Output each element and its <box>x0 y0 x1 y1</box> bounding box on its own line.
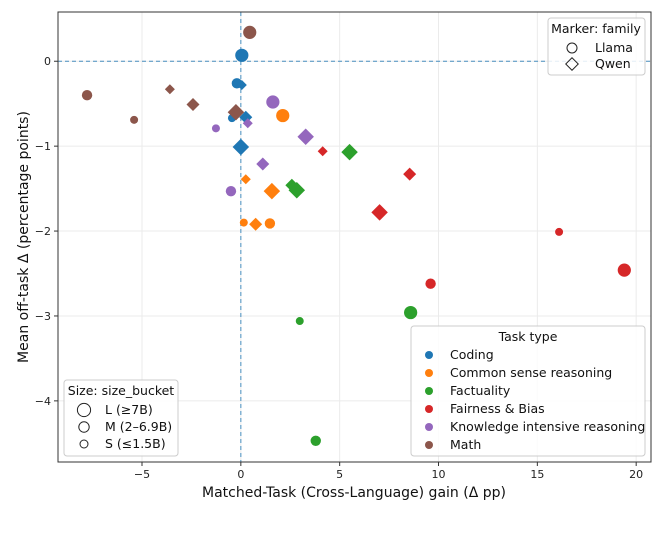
y-tick-label: −4 <box>35 395 51 408</box>
size-legend-title: Size: size_bucket <box>68 383 175 398</box>
task-type-legend-marker <box>425 423 433 431</box>
data-point <box>243 25 257 39</box>
data-point <box>297 128 314 146</box>
data-point <box>130 115 139 124</box>
x-tick-label: −5 <box>134 468 150 481</box>
marker-legend <box>547 17 646 76</box>
data-point <box>288 182 306 199</box>
task-type-legend-label: Knowledge intensive reasoning <box>450 419 645 434</box>
data-point <box>211 124 220 133</box>
data-point <box>236 80 247 91</box>
x-tick-label: 5 <box>336 468 343 481</box>
data-point <box>263 182 281 200</box>
task-type-legend-label: Coding <box>450 347 494 362</box>
points <box>81 25 631 446</box>
y-axis-label: Mean off-task Δ (percentage points) <box>16 111 32 363</box>
x-tick-label: 0 <box>237 468 244 481</box>
marker-legend-title: Marker: family <box>551 21 641 36</box>
data-point <box>186 98 200 112</box>
task-type-legend-label: Common sense reasoning <box>450 365 612 380</box>
data-point <box>425 278 436 289</box>
data-point <box>341 143 358 161</box>
data-point <box>266 95 280 109</box>
task-type-legend <box>410 325 646 457</box>
task-type-legend-title: Task type <box>498 329 558 344</box>
task-type-legend-marker <box>425 351 433 359</box>
size-legend-marker <box>78 421 90 433</box>
data-point <box>264 218 276 229</box>
x-tick-label: 20 <box>629 468 643 481</box>
data-point <box>81 90 93 101</box>
x-tick-label: 15 <box>530 468 544 481</box>
size-legend-label: L (≥7B) <box>105 402 153 417</box>
data-point <box>225 185 237 197</box>
task-type-legend-marker <box>425 441 433 449</box>
ticks: −5 0 5 10 15 20 0 −1 −2 −3 −4 <box>35 55 643 481</box>
marker-legend-label: Llama <box>595 40 633 55</box>
data-point <box>164 84 175 95</box>
x-tick-label: 10 <box>432 468 446 481</box>
qwen-legend-marker <box>565 57 579 71</box>
reference-lines <box>58 12 651 462</box>
task-type-legend-marker <box>425 387 433 395</box>
llama-legend-marker <box>566 42 578 54</box>
data-point <box>295 317 304 326</box>
y-tick-label: −3 <box>35 310 51 323</box>
task-type-legend-marker <box>425 369 433 377</box>
data-point <box>317 146 328 157</box>
size-legend-marker <box>79 439 89 449</box>
data-point <box>249 217 263 231</box>
data-point <box>371 204 388 221</box>
data-point <box>404 305 418 320</box>
marker-legend-label: Qwen <box>595 56 631 71</box>
x-axis-label: Matched-Task (Cross-Language) gain (Δ pp… <box>202 485 506 501</box>
y-tick-label: −1 <box>35 140 51 153</box>
task-type-legend-label: Factuality <box>450 383 511 398</box>
data-point <box>240 174 251 185</box>
data-point <box>276 108 290 123</box>
plot-frame <box>57 11 652 463</box>
y-tick-label: 0 <box>44 55 51 68</box>
data-point <box>256 157 270 171</box>
data-point <box>242 118 253 129</box>
data-point <box>235 48 249 62</box>
data-point <box>227 103 245 121</box>
data-point <box>310 435 321 446</box>
task-type-legend-label: Math <box>450 437 481 452</box>
size-legend-label: S (≤1.5B) <box>105 436 166 451</box>
data-point <box>617 263 631 277</box>
size-legend <box>63 379 179 457</box>
data-point <box>555 227 564 236</box>
task-type-legend-label: Fairness & Bias <box>450 401 545 416</box>
data-point <box>403 167 417 181</box>
task-type-legend-marker <box>425 405 433 413</box>
data-point <box>232 138 250 156</box>
size-legend-label: M (2–6.9B) <box>105 419 172 434</box>
data-point <box>239 218 248 227</box>
y-tick-label: −2 <box>35 225 51 238</box>
size-legend-marker <box>76 402 92 418</box>
